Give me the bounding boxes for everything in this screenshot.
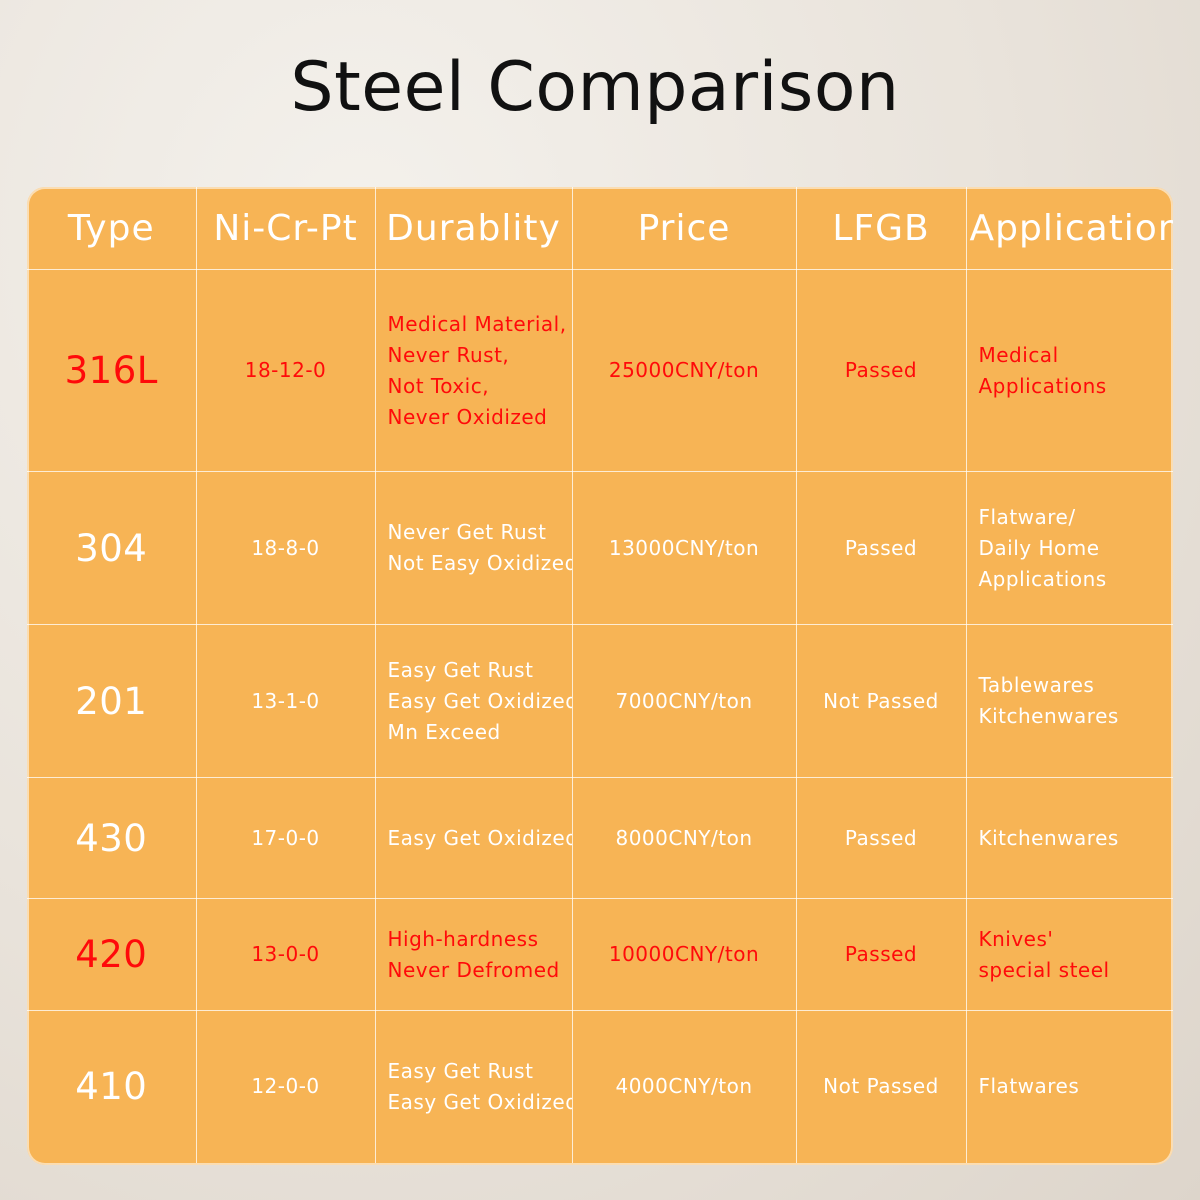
cell-durability: Easy Get Rust Easy Get Oxidized [374, 1010, 573, 1163]
cell-application: Flatwares [965, 1010, 1173, 1163]
cell-application: Flatware/Daily Home Applications [965, 471, 1173, 625]
cell-durability-line: Never Oxidized [387, 404, 548, 429]
cell-nicrpt: 12-0-0 [195, 1010, 376, 1163]
cell-application: Kitchenwares [965, 777, 1173, 899]
page-title: Steel Comparison [290, 48, 900, 127]
comparison-table: Type Ni-Cr-Pt Durablity Price LFGB Appli… [27, 187, 1173, 1165]
cell-application-line: Kitchenwares [978, 704, 1119, 728]
cell-durability-line: High-hardness [387, 926, 539, 951]
header-application: Application [965, 187, 1173, 270]
header-durability: Durablity [374, 187, 573, 270]
cell-durability: Medical Material, Never Rust, Not Toxic, Ne… [374, 269, 573, 472]
cell-durability-line: Easy Get Rust [387, 657, 534, 682]
header-row: Type Ni-Cr-Pt Durablity Price LFGB Appli… [27, 187, 1173, 270]
cell-application-line: Daily Home [978, 535, 1100, 560]
cell-nicrpt: 13-0-0 [195, 898, 376, 1011]
cell-durability-line: Not Toxic, [387, 373, 490, 398]
table-row: 430 17-0-0 Easy Get Oxidized 8000CNY/ton Pas… [27, 777, 1173, 899]
cell-price: 25000CNY/ton [571, 269, 797, 472]
cell-application-line: special steel [978, 957, 1110, 982]
cell-durability-line: Never Defromed [387, 957, 560, 982]
cell-durability: High-hardness Never Defromed [374, 898, 573, 1011]
cell-lfgb: Not Passed [795, 624, 967, 778]
cell-price: 7000CNY/ton [571, 624, 797, 778]
cell-application: Tablewares Kitchenwares [965, 624, 1173, 778]
cell-durability-line: Mn Exceed [387, 719, 501, 744]
cell-application-line: Applications [978, 373, 1107, 398]
table-row: 201 13-1-0 Easy Get Rust Easy Get Oxidized M… [27, 624, 1173, 778]
cell-durability: Easy Get Rust Easy Get Oxidized Mn Exceed [374, 624, 573, 778]
cell-price: 10000CNY/ton [571, 898, 797, 1011]
cell-application-line: Flatware/ [978, 504, 1076, 529]
cell-type: 304 [27, 471, 197, 625]
cell-application-line: Applications [978, 566, 1107, 591]
cell-type: 410 [27, 1010, 197, 1163]
cell-application: Medical Applications [965, 269, 1173, 472]
cell-type: 430 [27, 777, 197, 899]
table-row: 410 12-0-0 Easy Get Rust Easy Get Oxidized 4… [27, 1010, 1173, 1163]
cell-price: 8000CNY/ton [571, 777, 797, 899]
cell-application: Knives' special steel [965, 898, 1173, 1011]
cell-durability-line: Never Get Rust [387, 520, 547, 544]
cell-durability-line: Easy Get Oxidized [387, 825, 572, 850]
cell-nicrpt: 18-12-0 [195, 269, 376, 472]
cell-nicrpt: 13-1-0 [195, 624, 376, 778]
cell-durability-line: Easy Get Oxidized [387, 1089, 572, 1114]
cell-type: 316L [27, 269, 197, 472]
cell-application-line: Flatwares [978, 1074, 1080, 1099]
header-type: Type [27, 187, 197, 270]
cell-application-line: Medical [978, 342, 1059, 367]
cell-application-line: Tablewares [978, 673, 1095, 697]
cell-application-line: Kitchenwares [978, 825, 1119, 850]
header-nicrpt: Ni-Cr-Pt [195, 187, 376, 270]
cell-nicrpt: 17-0-0 [195, 777, 376, 899]
comparison-grid: Type Ni-Cr-Pt Durablity Price LFGB Appli… [27, 187, 1173, 1163]
cell-durability-line: Medical Material, [387, 311, 567, 336]
cell-lfgb: Passed [795, 471, 967, 625]
table-row: 316L 18-12-0 Medical Material, Never Rust, N… [27, 269, 1173, 472]
cell-type: 420 [27, 898, 197, 1011]
cell-price: 4000CNY/ton [571, 1010, 797, 1163]
cell-durability: Easy Get Oxidized [374, 777, 573, 899]
table-row: 420 13-0-0 High-hardness Never Defromed 1000… [27, 898, 1173, 1011]
table-row: 304 18-8-0 Never Get Rust Not Easy Oxidized… [27, 471, 1173, 625]
cell-lfgb: Passed [795, 777, 967, 899]
cell-lfgb: Passed [795, 898, 967, 1011]
cell-price: 13000CNY/ton [571, 471, 797, 625]
cell-durability-line: Never Rust, [387, 342, 510, 367]
cell-durability-line: Easy Get Rust [387, 1058, 534, 1083]
cell-durability-line: Easy Get Oxidized [387, 688, 572, 713]
cell-lfgb: Not Passed [795, 1010, 967, 1163]
header-price: Price [571, 187, 797, 270]
cell-application-line: Knives' [978, 926, 1054, 951]
cell-durability: Never Get Rust Not Easy Oxidized [374, 471, 573, 625]
cell-nicrpt: 18-8-0 [195, 471, 376, 625]
cell-lfgb: Passed [795, 269, 967, 472]
cell-type: 201 [27, 624, 197, 778]
cell-durability-line: Not Easy Oxidized [387, 551, 572, 575]
header-lfgb: LFGB [795, 187, 967, 270]
